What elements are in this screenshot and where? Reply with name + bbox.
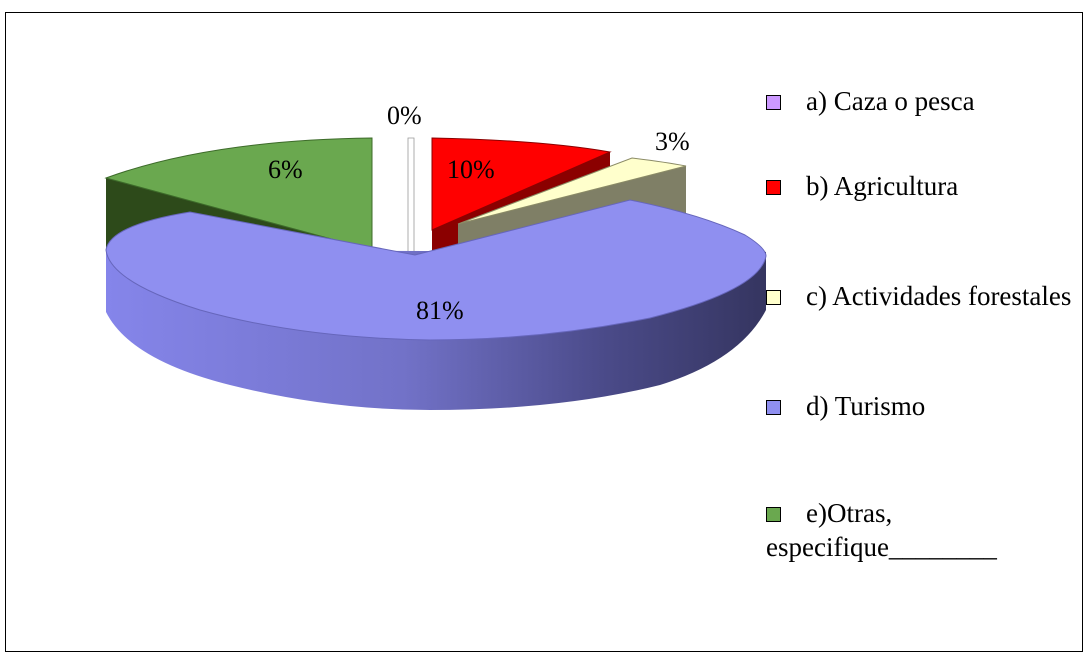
legend-swatch-e [766,507,781,522]
slice-label-e: 6% [268,155,303,184]
legend-swatch-c [766,290,781,305]
slice-label-a: 0% [387,101,422,130]
slice-d [105,199,767,341]
legend-label-c: c) Actividades forestales [806,281,1072,311]
slice-label-c: 3% [655,127,690,156]
legend-item-a: a) Caza o pesca [766,84,1076,118]
slice-e [104,137,373,251]
legend-label-b: b) Agricultura [806,171,959,201]
slice-c-side [458,166,686,244]
legend-label-a: a) Caza o pesca [806,86,975,116]
slice-label-b: 10% [447,155,495,184]
legend-item-c: c) Actividades forestales [766,279,1076,313]
legend-swatch-a [766,95,781,110]
legend-item-d: d) Turismo [766,389,1076,423]
legend-label-d: d) Turismo [806,391,926,421]
slice-b [431,137,612,231]
legend-swatch-b [766,180,781,195]
legend-label-e: e)Otras, especifique________ [766,498,997,562]
slice-label-d: 81% [416,296,464,325]
legend-item-b: b) Agricultura [766,169,1076,203]
slice-c [457,157,687,225]
legend-item-e: e)Otras, especifique________ [766,496,1076,564]
legend-swatch-d [766,400,781,415]
pie-chart: 0% 10% 3% 81% 6% [104,101,767,410]
slice-a [407,137,415,256]
